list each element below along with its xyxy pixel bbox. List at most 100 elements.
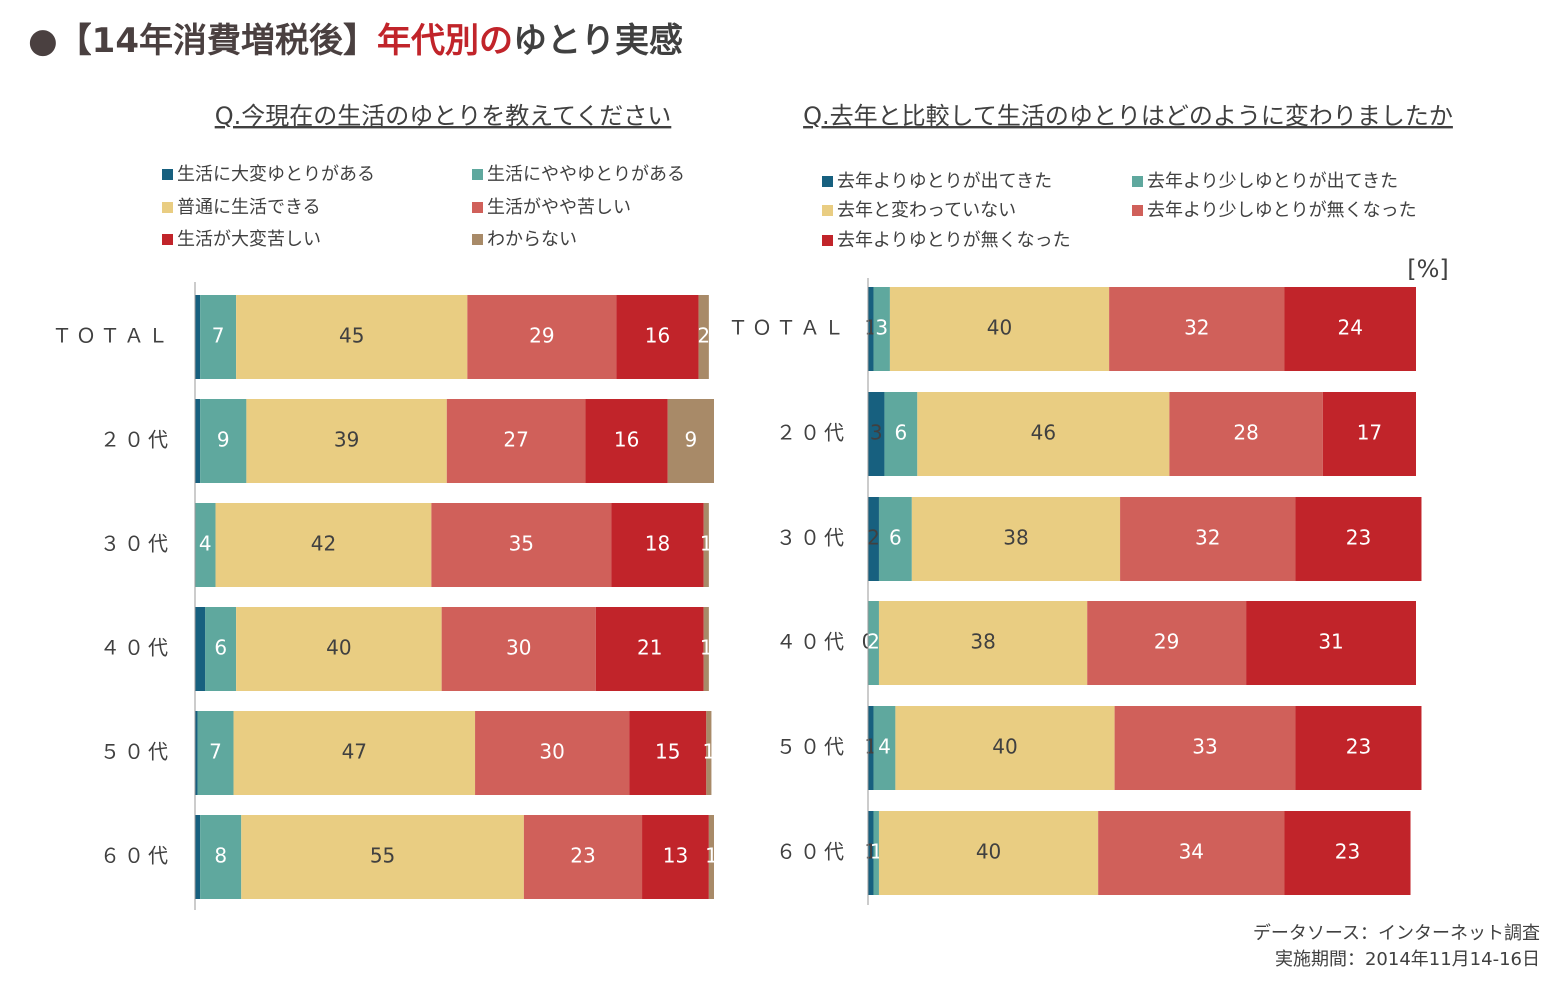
value-label: 21: [637, 636, 662, 660]
bar-segment: [703, 503, 709, 587]
bar-segment: [703, 607, 709, 691]
bar-segment: [1246, 601, 1416, 685]
value-label: 32: [1184, 316, 1209, 340]
legend-swatch: [822, 235, 833, 246]
bar-segment: [595, 607, 704, 691]
bar-segment: [698, 295, 709, 379]
value-label: 4: [878, 735, 891, 759]
legend-swatch: [1132, 205, 1143, 216]
legend-label: 普通に生活できる: [177, 197, 321, 218]
legend-swatch: [162, 169, 173, 180]
legend-swatch: [162, 234, 173, 245]
value-label: 28: [1233, 421, 1258, 445]
value-label: 30: [506, 636, 531, 660]
value-label: 6: [889, 526, 902, 550]
category-label: ＴＯＴＡＬ: [728, 316, 848, 340]
legend-label: 去年よりゆとりが無くなった: [837, 230, 1071, 251]
bar-segment: [706, 711, 712, 795]
legend-label: 生活にややゆとりがある: [487, 164, 685, 185]
value-label: 38: [970, 630, 995, 654]
bar-segment: [475, 711, 630, 795]
value-label: 45: [339, 324, 364, 348]
bar-segment: [868, 497, 879, 581]
value-label: 31: [1318, 630, 1343, 654]
bar-segment: [446, 399, 586, 483]
value-label: 23: [570, 844, 595, 868]
category-label: ２０代: [776, 421, 848, 445]
bar-segment: [873, 706, 896, 790]
value-label: 9: [685, 428, 698, 452]
bar-segment: [1284, 811, 1411, 895]
value-label: 42: [311, 532, 336, 556]
bar-segment: [873, 811, 879, 895]
legend-label: 生活に大変ゆとりがある: [177, 164, 375, 185]
value-label: 1: [700, 532, 713, 556]
bar-segment: [241, 815, 524, 899]
value-label: 40: [987, 316, 1012, 340]
value-label: 35: [509, 532, 534, 556]
category-label: ６０代: [776, 840, 848, 864]
value-label: 33: [1192, 735, 1217, 759]
bar-segment: [1098, 811, 1285, 895]
bar-segment: [1114, 706, 1296, 790]
bar-segment: [868, 811, 874, 895]
bar-segment: [215, 503, 432, 587]
bar-segment: [195, 399, 201, 483]
value-label: 16: [614, 428, 639, 452]
category-label: ６０代: [100, 844, 172, 868]
title-highlight: 年代別の: [377, 21, 513, 61]
category-label: ３０代: [776, 526, 848, 550]
bar-segment: [431, 503, 612, 587]
value-label: 2: [867, 526, 880, 550]
legend-swatch: [1132, 176, 1143, 187]
legend-label: 去年より少しゆとりが出てきた: [1147, 171, 1398, 192]
bar-segment: [246, 399, 447, 483]
subtitle: Q.去年と比較して生活のゆとりはどのように変わりましたか: [803, 102, 1453, 130]
bar-segment: [585, 399, 668, 483]
bar-segment: [868, 601, 879, 685]
footnote: データソース：インターネット調査: [1253, 923, 1540, 944]
category-label: ５０代: [776, 735, 848, 759]
bar-segment: [629, 711, 707, 795]
bar-segment: [200, 815, 242, 899]
bar-segment: [441, 607, 596, 691]
bar-segment: [1295, 706, 1422, 790]
bar-segment: [889, 287, 1110, 371]
bar-segment: [236, 295, 468, 379]
value-label: 8: [214, 844, 227, 868]
legend-swatch: [472, 202, 483, 213]
bar-segment: [197, 711, 234, 795]
bar-segment: [868, 287, 874, 371]
title-suffix: ゆとり実感: [513, 21, 683, 61]
bar-segment: [868, 706, 874, 790]
bar-segment: [1284, 287, 1416, 371]
value-label: 23: [1346, 526, 1371, 550]
value-label: 40: [976, 840, 1001, 864]
legend-label: 去年よりゆとりが出てきた: [837, 171, 1052, 192]
title-prefix: ●【14年消費増税後】: [28, 21, 377, 61]
value-label: 18: [645, 532, 670, 556]
value-label: 7: [209, 740, 222, 764]
category-label: ５０代: [100, 740, 172, 764]
category-label: ４０代: [100, 636, 172, 660]
bar-segment: [1120, 497, 1296, 581]
value-label: 46: [1031, 421, 1056, 445]
bar-segment: [642, 815, 709, 899]
value-label: 1: [705, 844, 718, 868]
value-label: 6: [895, 421, 908, 445]
legend-label: 生活が大変苦しい: [177, 229, 321, 250]
bar-segment: [667, 399, 714, 483]
value-label: 40: [326, 636, 351, 660]
category-label: ４０代: [776, 630, 848, 654]
value-label: 30: [539, 740, 564, 764]
value-label: 16: [645, 324, 670, 348]
bar-segment: [911, 497, 1121, 581]
subtitle: Q.今現在の生活のゆとりを教えてください: [215, 102, 672, 130]
value-label: 1: [700, 636, 713, 660]
unit-label: [%]: [1407, 255, 1449, 283]
value-label: 39: [334, 428, 359, 452]
legend-swatch: [822, 176, 833, 187]
value-label: 9: [217, 428, 230, 452]
bar-segment: [878, 601, 1088, 685]
